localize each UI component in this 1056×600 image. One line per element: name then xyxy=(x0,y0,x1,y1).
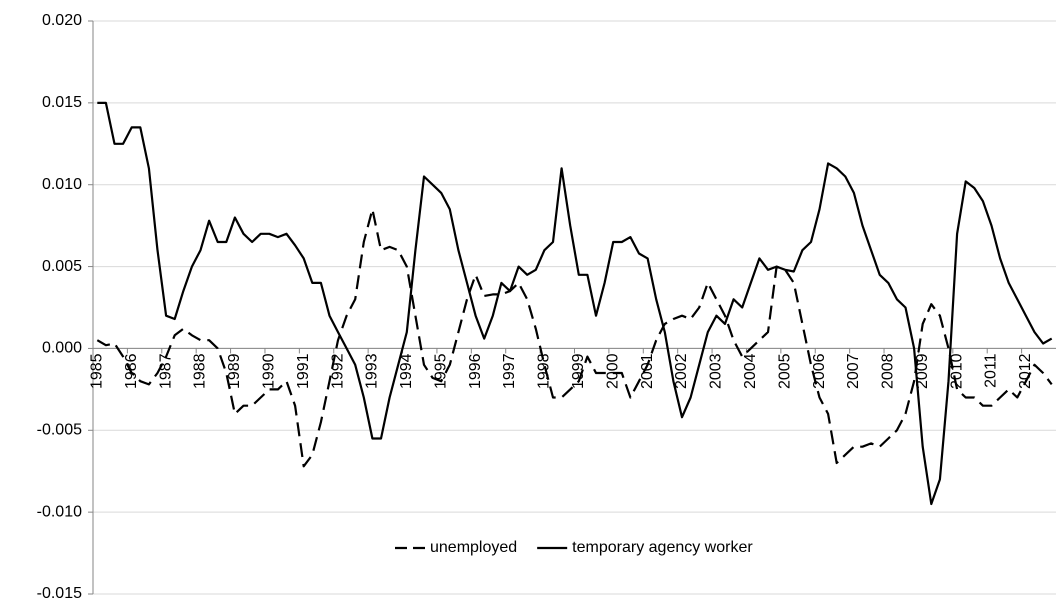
y-tick-label: -0.010 xyxy=(37,503,82,520)
line-series xyxy=(97,101,1053,506)
legend-label: unemployed xyxy=(430,539,517,556)
x-tick-label: 2007 xyxy=(845,353,862,389)
x-tick-label: 2009 xyxy=(914,353,931,389)
x-tick-label: 2011 xyxy=(983,353,1000,388)
y-tick-label: 0.005 xyxy=(42,258,82,275)
x-tick-label: 1985 xyxy=(89,353,106,389)
x-tick-label: 1988 xyxy=(192,353,209,389)
x-tick-label: 1998 xyxy=(536,353,553,389)
line-series xyxy=(96,208,1053,468)
x-tick-label: 1990 xyxy=(260,353,277,389)
y-tick-label: 0.000 xyxy=(42,340,82,357)
y-tick-label: -0.015 xyxy=(37,585,82,600)
x-tick-label: 2012 xyxy=(1017,353,1034,389)
x-tick-label: 1997 xyxy=(501,353,518,389)
x-tick-label: 1991 xyxy=(295,353,312,389)
y-tick-label: 0.015 xyxy=(42,94,82,111)
y-tick-label: -0.005 xyxy=(37,422,82,439)
x-tick-label: 1989 xyxy=(226,353,243,389)
x-tick-label: 2000 xyxy=(604,353,621,389)
x-tick-label: 1993 xyxy=(364,353,381,389)
x-tick-label: 2005 xyxy=(776,353,793,389)
x-tick-label: 1996 xyxy=(467,353,484,389)
x-tick-label: 2004 xyxy=(742,353,759,389)
x-tick-label: 1999 xyxy=(570,353,587,389)
x-tick-label: 2003 xyxy=(708,353,725,389)
x-tick-label: 2002 xyxy=(673,353,690,389)
legend-label: temporary agency worker xyxy=(572,539,753,556)
x-tick-label: 1994 xyxy=(398,353,415,389)
x-tick-label: 1992 xyxy=(329,353,346,389)
y-tick-label: 0.020 xyxy=(42,12,82,29)
x-tick-label: 2010 xyxy=(948,353,965,389)
x-tick-label: 2008 xyxy=(880,353,897,389)
x-tick-label: 2001 xyxy=(639,353,656,389)
y-tick-label: 0.010 xyxy=(42,176,82,193)
x-tick-label: 1987 xyxy=(157,353,174,389)
